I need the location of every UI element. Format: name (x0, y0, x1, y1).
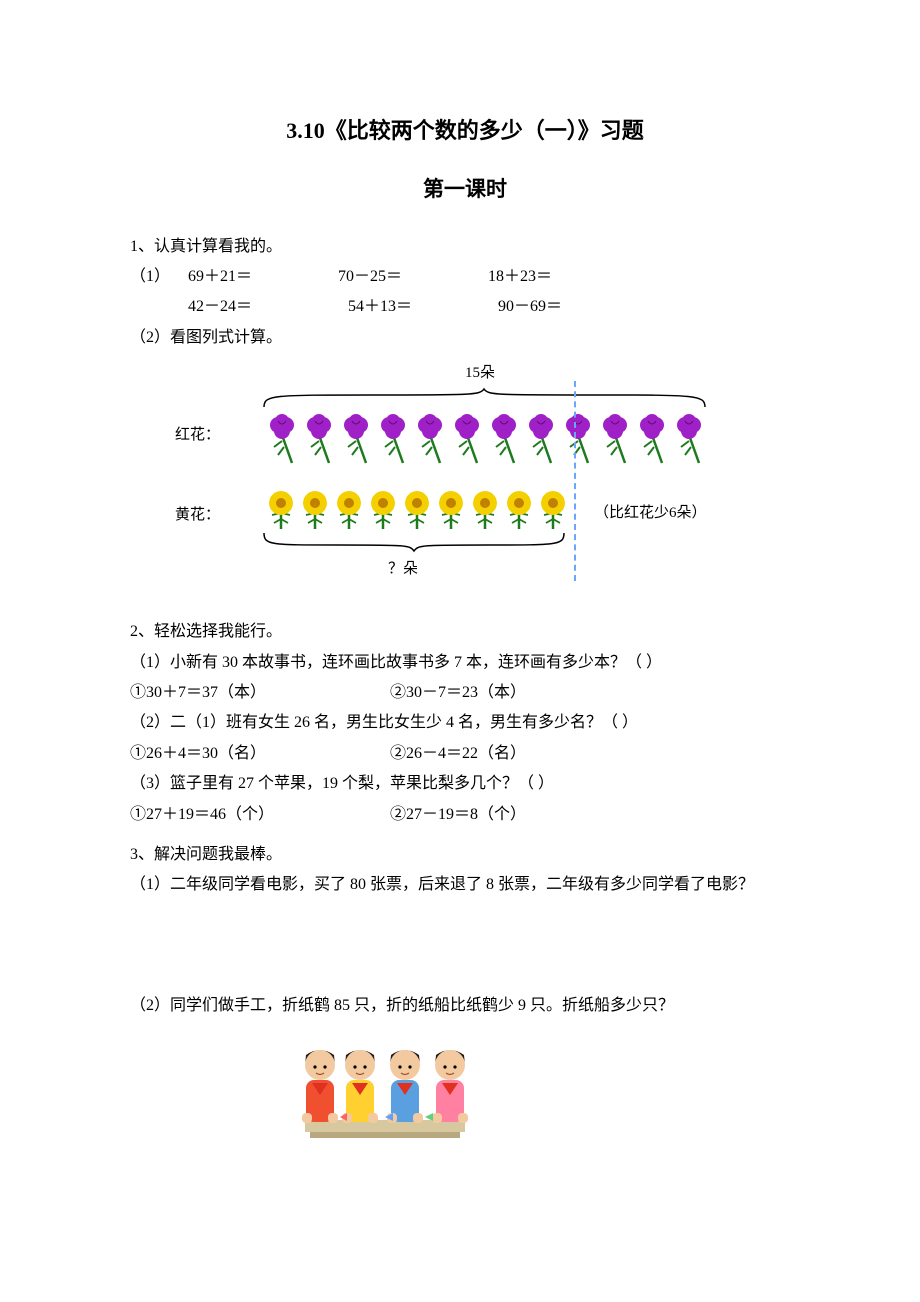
marigold-icon (536, 489, 570, 531)
q2-option: ②27－19＝8（个） (390, 800, 526, 830)
q1-part2-label: （2）看图列式计算。 (130, 323, 800, 353)
rose-icon (634, 411, 671, 466)
q3-item: （1）二年级同学看电影，买了 80 张票，后来退了 8 张票，二年级有多少同学看… (130, 870, 800, 900)
eq: 90－69＝ (498, 292, 562, 322)
eq: 18＋23＝ (488, 262, 552, 292)
q2-options: ①26＋4＝30（名）②26－4＝22（名） (130, 739, 800, 769)
marigold-icon (502, 489, 536, 531)
fig-yellow-label: 黄花： (175, 501, 220, 530)
kids-illustration-icon (285, 1025, 485, 1145)
fig-question-label: ？朵 (388, 555, 418, 584)
q1-part1-label: （1） (130, 262, 188, 292)
fig-less-label: （比红花少6朵） (594, 499, 707, 528)
rose-icon (560, 411, 597, 466)
q2-stem: （1）小新有 30 本故事书，连环画比故事书多 7 本，连环画有多少本？（ ） (130, 648, 800, 678)
rose-icon (375, 411, 412, 466)
rose-icon (486, 411, 523, 466)
fig-red-label: 红花： (175, 421, 220, 450)
q2-options: ①30＋7＝37（本）②30－7＝23（本） (130, 678, 800, 708)
eq: 54＋13＝ (348, 292, 498, 322)
marigold-icon (468, 489, 502, 531)
page-subtitle: 第一课时 (130, 170, 800, 210)
q2-option: ①26＋4＝30（名） (130, 739, 390, 769)
rose-icon (412, 411, 449, 466)
brace-top-icon (262, 387, 707, 409)
brace-bottom-icon (262, 531, 566, 553)
q1-heading: 1、认真计算看我的。 (130, 232, 800, 262)
q2-stem: （3）篮子里有 27 个苹果，19 个梨，苹果比梨多几个？（ ） (130, 769, 800, 799)
q3-heading: 3、解决问题我最棒。 (130, 840, 800, 870)
rose-icon (301, 411, 338, 466)
eq: 42－24＝ (130, 292, 348, 322)
q3-item: （2）同学们做手工，折纸鹤 85 只，折的纸船比纸鹤少 9 只。折纸船多少只？ (130, 991, 800, 1021)
q2-option: ②26－4＝22（名） (390, 739, 526, 769)
q2-option: ①30＋7＝37（本） (130, 678, 390, 708)
q2-options: ①27＋19＝46（个）②27－19＝8（个） (130, 800, 800, 830)
q2-stem: （2）二（1）班有女生 26 名，男生比女生少 4 名，男生有多少名？（ ） (130, 708, 800, 738)
rose-icon (449, 411, 486, 466)
q1-figure: 15朵 红花： 黄花： （比红花少6朵） ？朵 (130, 359, 790, 589)
rose-icon (523, 411, 560, 466)
eq: 70－25＝ (338, 262, 488, 292)
q1-part1-row2: 42－24＝ 54＋13＝ 90－69＝ (130, 292, 800, 322)
q2-option: ①27＋19＝46（个） (130, 800, 390, 830)
marigold-icon (366, 489, 400, 531)
fig-top-label: 15朵 (465, 359, 495, 388)
q2-heading: 2、轻松选择我能行。 (130, 617, 800, 647)
page-title: 3.10《比较两个数的多少（一）》习题 (130, 110, 800, 152)
rose-icon (597, 411, 634, 466)
marigold-icon (434, 489, 468, 531)
marigold-icon (298, 489, 332, 531)
rose-icon (264, 411, 301, 466)
rose-icon (671, 411, 708, 466)
q1-part1-row1: （1） 69＋21＝ 70－25＝ 18＋23＝ (130, 262, 800, 292)
marigold-icon (264, 489, 298, 531)
eq: 69＋21＝ (188, 262, 338, 292)
q2-option: ②30－7＝23（本） (390, 678, 526, 708)
dash-line (574, 381, 576, 581)
rose-icon (338, 411, 375, 466)
marigold-icon (400, 489, 434, 531)
marigold-icon (332, 489, 366, 531)
